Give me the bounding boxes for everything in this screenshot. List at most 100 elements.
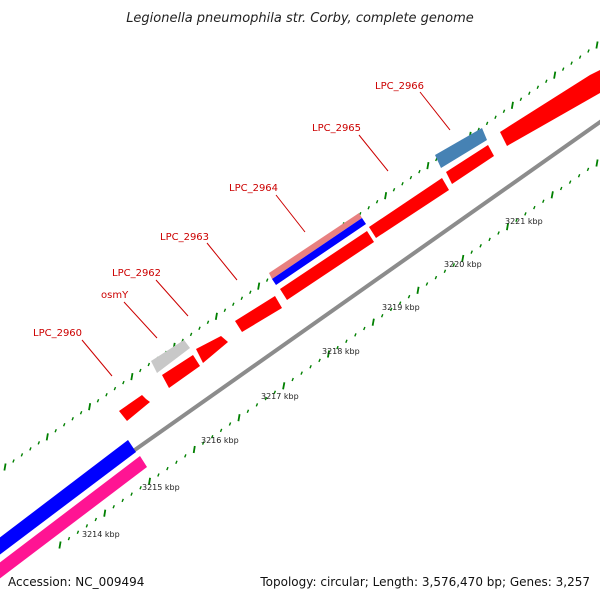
tick-label-3214: 3214 kbp — [82, 530, 120, 539]
outer-tick — [189, 332, 193, 337]
outer-tick — [502, 109, 506, 114]
gene-feature-LPC_2966[interactable] — [446, 145, 494, 184]
tick-label-3218: 3218 kbp — [322, 347, 360, 356]
gene-label-osmY[interactable]: osmY — [101, 290, 129, 301]
inner-tick — [470, 250, 473, 254]
inner-tick — [94, 517, 98, 522]
inner-tick — [103, 509, 107, 517]
gene-feature-LPC_2963[interactable] — [235, 296, 282, 332]
inner-tick — [371, 318, 375, 326]
outer-tick — [401, 181, 404, 186]
gene-feature-LPC_2966-highlight[interactable] — [435, 128, 487, 168]
gene-feature-LPC_2960[interactable] — [119, 395, 150, 421]
inner-tick — [130, 492, 133, 496]
inner-tick — [291, 377, 294, 382]
inner-tick — [595, 159, 599, 167]
outer-tick — [20, 453, 24, 457]
outer-tick — [214, 312, 218, 320]
inner-tick — [282, 382, 286, 390]
inner-tick — [586, 167, 590, 172]
gene-label-LPC_2965[interactable]: LPC_2965 — [312, 123, 361, 134]
inner-tick — [139, 485, 142, 490]
outer-tick — [494, 115, 497, 120]
inner-tick — [345, 339, 348, 344]
outer-tick — [139, 368, 142, 373]
inner-tick — [219, 428, 223, 433]
outer-tick — [528, 91, 531, 95]
inner-tick — [452, 263, 456, 267]
outer-tick — [553, 71, 557, 79]
inner-tick — [175, 460, 178, 464]
inner-tick — [210, 435, 214, 439]
inner-tick — [479, 244, 482, 248]
leader-LPC_2963 — [206, 242, 238, 281]
outer-tick — [257, 282, 261, 290]
outer-tick — [485, 121, 489, 126]
outer-tick — [595, 41, 599, 49]
inner-tick — [318, 358, 321, 363]
inner-tick — [148, 477, 151, 485]
gene-label-LPC_2966[interactable]: LPC_2966 — [375, 81, 424, 92]
outer-tick — [578, 55, 582, 59]
gene-feature-LPC_2962-a[interactable] — [162, 355, 200, 388]
outer-tick — [409, 175, 413, 180]
gene-label-LPC_2962[interactable]: LPC_2962 — [112, 268, 161, 279]
outer-tick — [122, 380, 125, 385]
outer-tick — [426, 161, 430, 170]
inner-tick — [121, 498, 124, 503]
inner-tick — [166, 466, 169, 471]
outer-tick — [206, 320, 210, 325]
inner-tick — [515, 218, 518, 223]
gene-feature-LPC_2964-salmon[interactable] — [269, 213, 362, 279]
inner-tick — [309, 364, 312, 369]
leader-LPC_2965 — [358, 134, 389, 172]
outer-tick — [375, 199, 379, 204]
gene-feature-LPC_2962-b[interactable] — [196, 336, 228, 363]
gene-label-LPC_2964[interactable]: LPC_2964 — [229, 183, 278, 194]
gene-feature-LPC_2965[interactable] — [369, 178, 449, 238]
outer-tick — [113, 386, 117, 391]
tick-label-3215: 3215 kbp — [142, 483, 180, 492]
tick-label-3221: 3221 kbp — [505, 217, 543, 226]
genome-summary-text: Topology: circular; Length: 3,576,470 bp… — [259, 575, 590, 589]
outer-tick — [249, 290, 252, 294]
inner-tick — [354, 333, 357, 337]
inner-tick — [506, 223, 509, 231]
outer-tick — [587, 49, 590, 53]
inner-tick — [488, 237, 491, 242]
leader-LPC_2966 — [419, 91, 451, 131]
outer-tick — [29, 447, 32, 451]
gene-feature-osmY[interactable] — [151, 340, 190, 373]
blue-track-segment — [0, 440, 136, 555]
inner-tick — [550, 191, 554, 199]
inner-tick — [157, 473, 160, 477]
map-title: Legionella pneumophila str. Corby, compl… — [126, 11, 474, 26]
inner-tick — [434, 275, 438, 280]
inner-tick — [201, 441, 205, 445]
inner-tick — [184, 454, 187, 458]
inner-tick — [192, 445, 196, 454]
gene-feature-LPC_2964-blue[interactable] — [272, 218, 366, 285]
gene-feature-next[interactable] — [500, 70, 600, 146]
inner-tick — [533, 205, 536, 210]
inner-tick — [398, 301, 402, 305]
inner-tick — [363, 326, 366, 331]
outer-tick — [536, 85, 540, 89]
inner-tick — [542, 199, 545, 203]
inner-tick — [85, 524, 89, 528]
gene-label-LPC_2960[interactable]: LPC_2960 — [33, 328, 82, 339]
gene-feature-LPC_2964-red[interactable] — [280, 231, 374, 300]
outer-tick — [37, 441, 41, 445]
inner-tick — [255, 403, 259, 407]
leader-osmY — [123, 301, 158, 339]
outer-tick — [12, 459, 15, 463]
inner-tick — [425, 282, 429, 286]
gene-label-LPC_2963[interactable]: LPC_2963 — [160, 232, 209, 243]
outer-tick — [510, 101, 514, 109]
outer-tick — [62, 423, 66, 427]
leader-LPC_2964 — [275, 194, 306, 233]
leader-LPC_2960 — [81, 339, 113, 377]
tick-label-3219: 3219 kbp — [382, 303, 420, 312]
outer-tick — [96, 398, 100, 403]
outer-tick — [105, 392, 108, 397]
